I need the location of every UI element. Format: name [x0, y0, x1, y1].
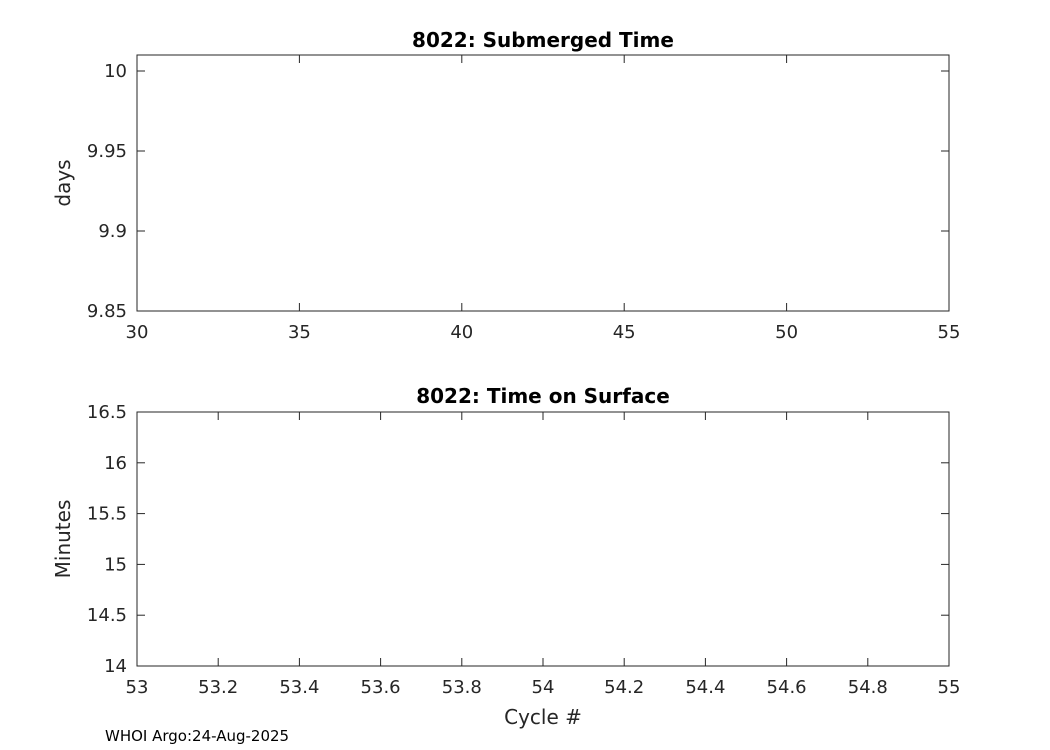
submerged-xtick-label-0: 30	[126, 322, 149, 343]
surface-xtick-label-6: 54.2	[604, 677, 644, 698]
surface-xtick-label-1: 53.2	[198, 677, 238, 698]
surface-time-plot: 8022: Time on Surface Minutes Cycle # 53…	[51, 384, 960, 729]
surface-ytick-label-5: 16.5	[87, 402, 127, 423]
submerged-ytick-label-0: 9.85	[87, 301, 127, 322]
submerged-time-plot: 8022: Submerged Time days 30 35 40 45 50 55 9.…	[51, 28, 960, 343]
surface-ytick-label-3: 15.5	[87, 504, 127, 525]
surface-xtick-label-5: 54	[532, 677, 555, 698]
submerged-ytick-label-3: 10	[104, 61, 127, 82]
surface-ytick-label-0: 14	[104, 656, 127, 677]
surface-time-xlabel: Cycle #	[504, 705, 582, 729]
surface-xtick-label-10: 55	[938, 677, 961, 698]
surface-xtick-label-2: 53.4	[279, 677, 319, 698]
surface-xtick-label-9: 54.8	[848, 677, 888, 698]
surface-time-title: 8022: Time on Surface	[416, 384, 670, 408]
surface-xtick-label-7: 54.4	[685, 677, 725, 698]
surface-ytick-label-2: 15	[104, 554, 127, 575]
submerged-xtick-label-4: 50	[775, 322, 798, 343]
submerged-xtick-label-3: 45	[613, 322, 636, 343]
submerged-time-title: 8022: Submerged Time	[412, 28, 674, 52]
submerged-ytick-label-1: 9.9	[98, 221, 127, 242]
submerged-time-ylabel: days	[51, 159, 75, 206]
surface-ytick-label-1: 14.5	[87, 605, 127, 626]
surface-axes-frame	[136, 411, 950, 667]
submerged-xtick-label-2: 40	[450, 322, 473, 343]
submerged-axes-frame	[136, 54, 950, 312]
submerged-xtick-label-5: 55	[938, 322, 961, 343]
surface-xtick-label-0: 53	[126, 677, 149, 698]
surface-ytick-label-4: 16	[104, 453, 127, 474]
footer-credit: WHOI Argo:24-Aug-2025	[105, 727, 289, 745]
submerged-xtick-label-1: 35	[288, 322, 311, 343]
surface-xtick-label-4: 53.8	[442, 677, 482, 698]
surface-xtick-label-8: 54.6	[767, 677, 807, 698]
surface-xtick-label-3: 53.6	[361, 677, 401, 698]
submerged-ytick-label-2: 9.95	[87, 141, 127, 162]
surface-time-ylabel: Minutes	[51, 500, 75, 579]
